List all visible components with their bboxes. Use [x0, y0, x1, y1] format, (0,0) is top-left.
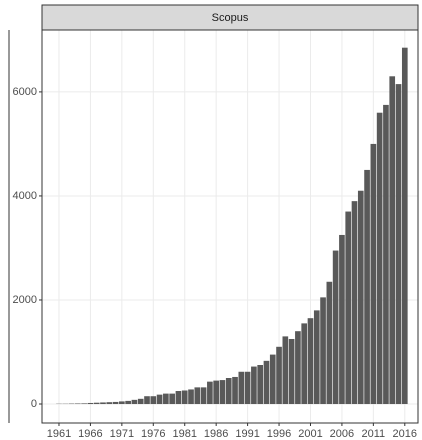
bar — [213, 380, 219, 405]
bar — [389, 76, 396, 405]
bar — [200, 387, 207, 405]
bar — [93, 402, 100, 405]
y-tick-label: 0 — [31, 398, 37, 410]
bar — [100, 402, 106, 405]
x-tick-label: 1971 — [110, 428, 134, 440]
x-tick-label: 1991 — [235, 428, 259, 440]
bar — [301, 323, 308, 405]
x-tick-label: 2001 — [298, 428, 322, 440]
bar — [244, 371, 251, 405]
bar — [225, 378, 232, 405]
bar — [351, 201, 358, 405]
bar — [339, 234, 345, 405]
bar — [383, 104, 389, 405]
x-tick-label: 1986 — [204, 428, 228, 440]
facet-title: Scopus — [212, 12, 249, 24]
x-tick-label: 2016 — [393, 428, 417, 440]
bar — [238, 371, 245, 405]
bar — [276, 346, 282, 405]
x-tick-label: 1996 — [267, 428, 291, 440]
bar — [175, 391, 182, 405]
bar — [156, 394, 163, 405]
bar — [81, 403, 87, 405]
bar — [357, 190, 364, 405]
bar — [150, 396, 157, 405]
x-tick-label: 1961 — [47, 428, 71, 440]
bar — [320, 297, 326, 405]
bar — [395, 84, 402, 405]
bar — [219, 380, 226, 405]
bar — [125, 400, 131, 405]
bar — [106, 402, 113, 405]
bar — [169, 393, 175, 405]
bar — [75, 403, 81, 405]
bar — [232, 376, 238, 405]
bar — [269, 354, 276, 405]
bar — [251, 366, 257, 405]
bar — [163, 393, 169, 405]
x-tick-label: 1981 — [172, 428, 196, 440]
bar — [401, 47, 408, 405]
x-tick-label: 2006 — [330, 428, 354, 440]
x-tick-label: 1976 — [141, 428, 165, 440]
bar — [188, 389, 194, 405]
bar — [288, 338, 295, 405]
y-tick-label: 2000 — [13, 294, 37, 306]
y-tick-label: 6000 — [13, 86, 37, 98]
bar — [263, 360, 270, 405]
x-tick-label: 2011 — [362, 428, 386, 440]
bar — [181, 390, 188, 405]
bar — [345, 211, 352, 405]
bar — [282, 336, 289, 405]
bar — [376, 112, 383, 405]
bar — [112, 401, 119, 405]
bar — [207, 381, 213, 405]
x-tick-label: 1966 — [78, 428, 102, 440]
panel-border — [41, 29, 419, 424]
bar — [257, 364, 264, 405]
bar — [194, 387, 201, 405]
bar — [144, 396, 150, 405]
bar — [313, 310, 320, 405]
bar — [332, 250, 339, 405]
bar — [137, 398, 144, 405]
bar — [119, 401, 125, 405]
bar — [364, 169, 370, 405]
bar — [131, 399, 138, 405]
plot-area — [42, 30, 418, 423]
bar — [326, 281, 333, 405]
bar — [307, 318, 314, 405]
y-tick-label: 4000 — [13, 190, 37, 202]
bar — [87, 402, 94, 405]
bar — [370, 143, 377, 405]
bar — [295, 331, 301, 405]
